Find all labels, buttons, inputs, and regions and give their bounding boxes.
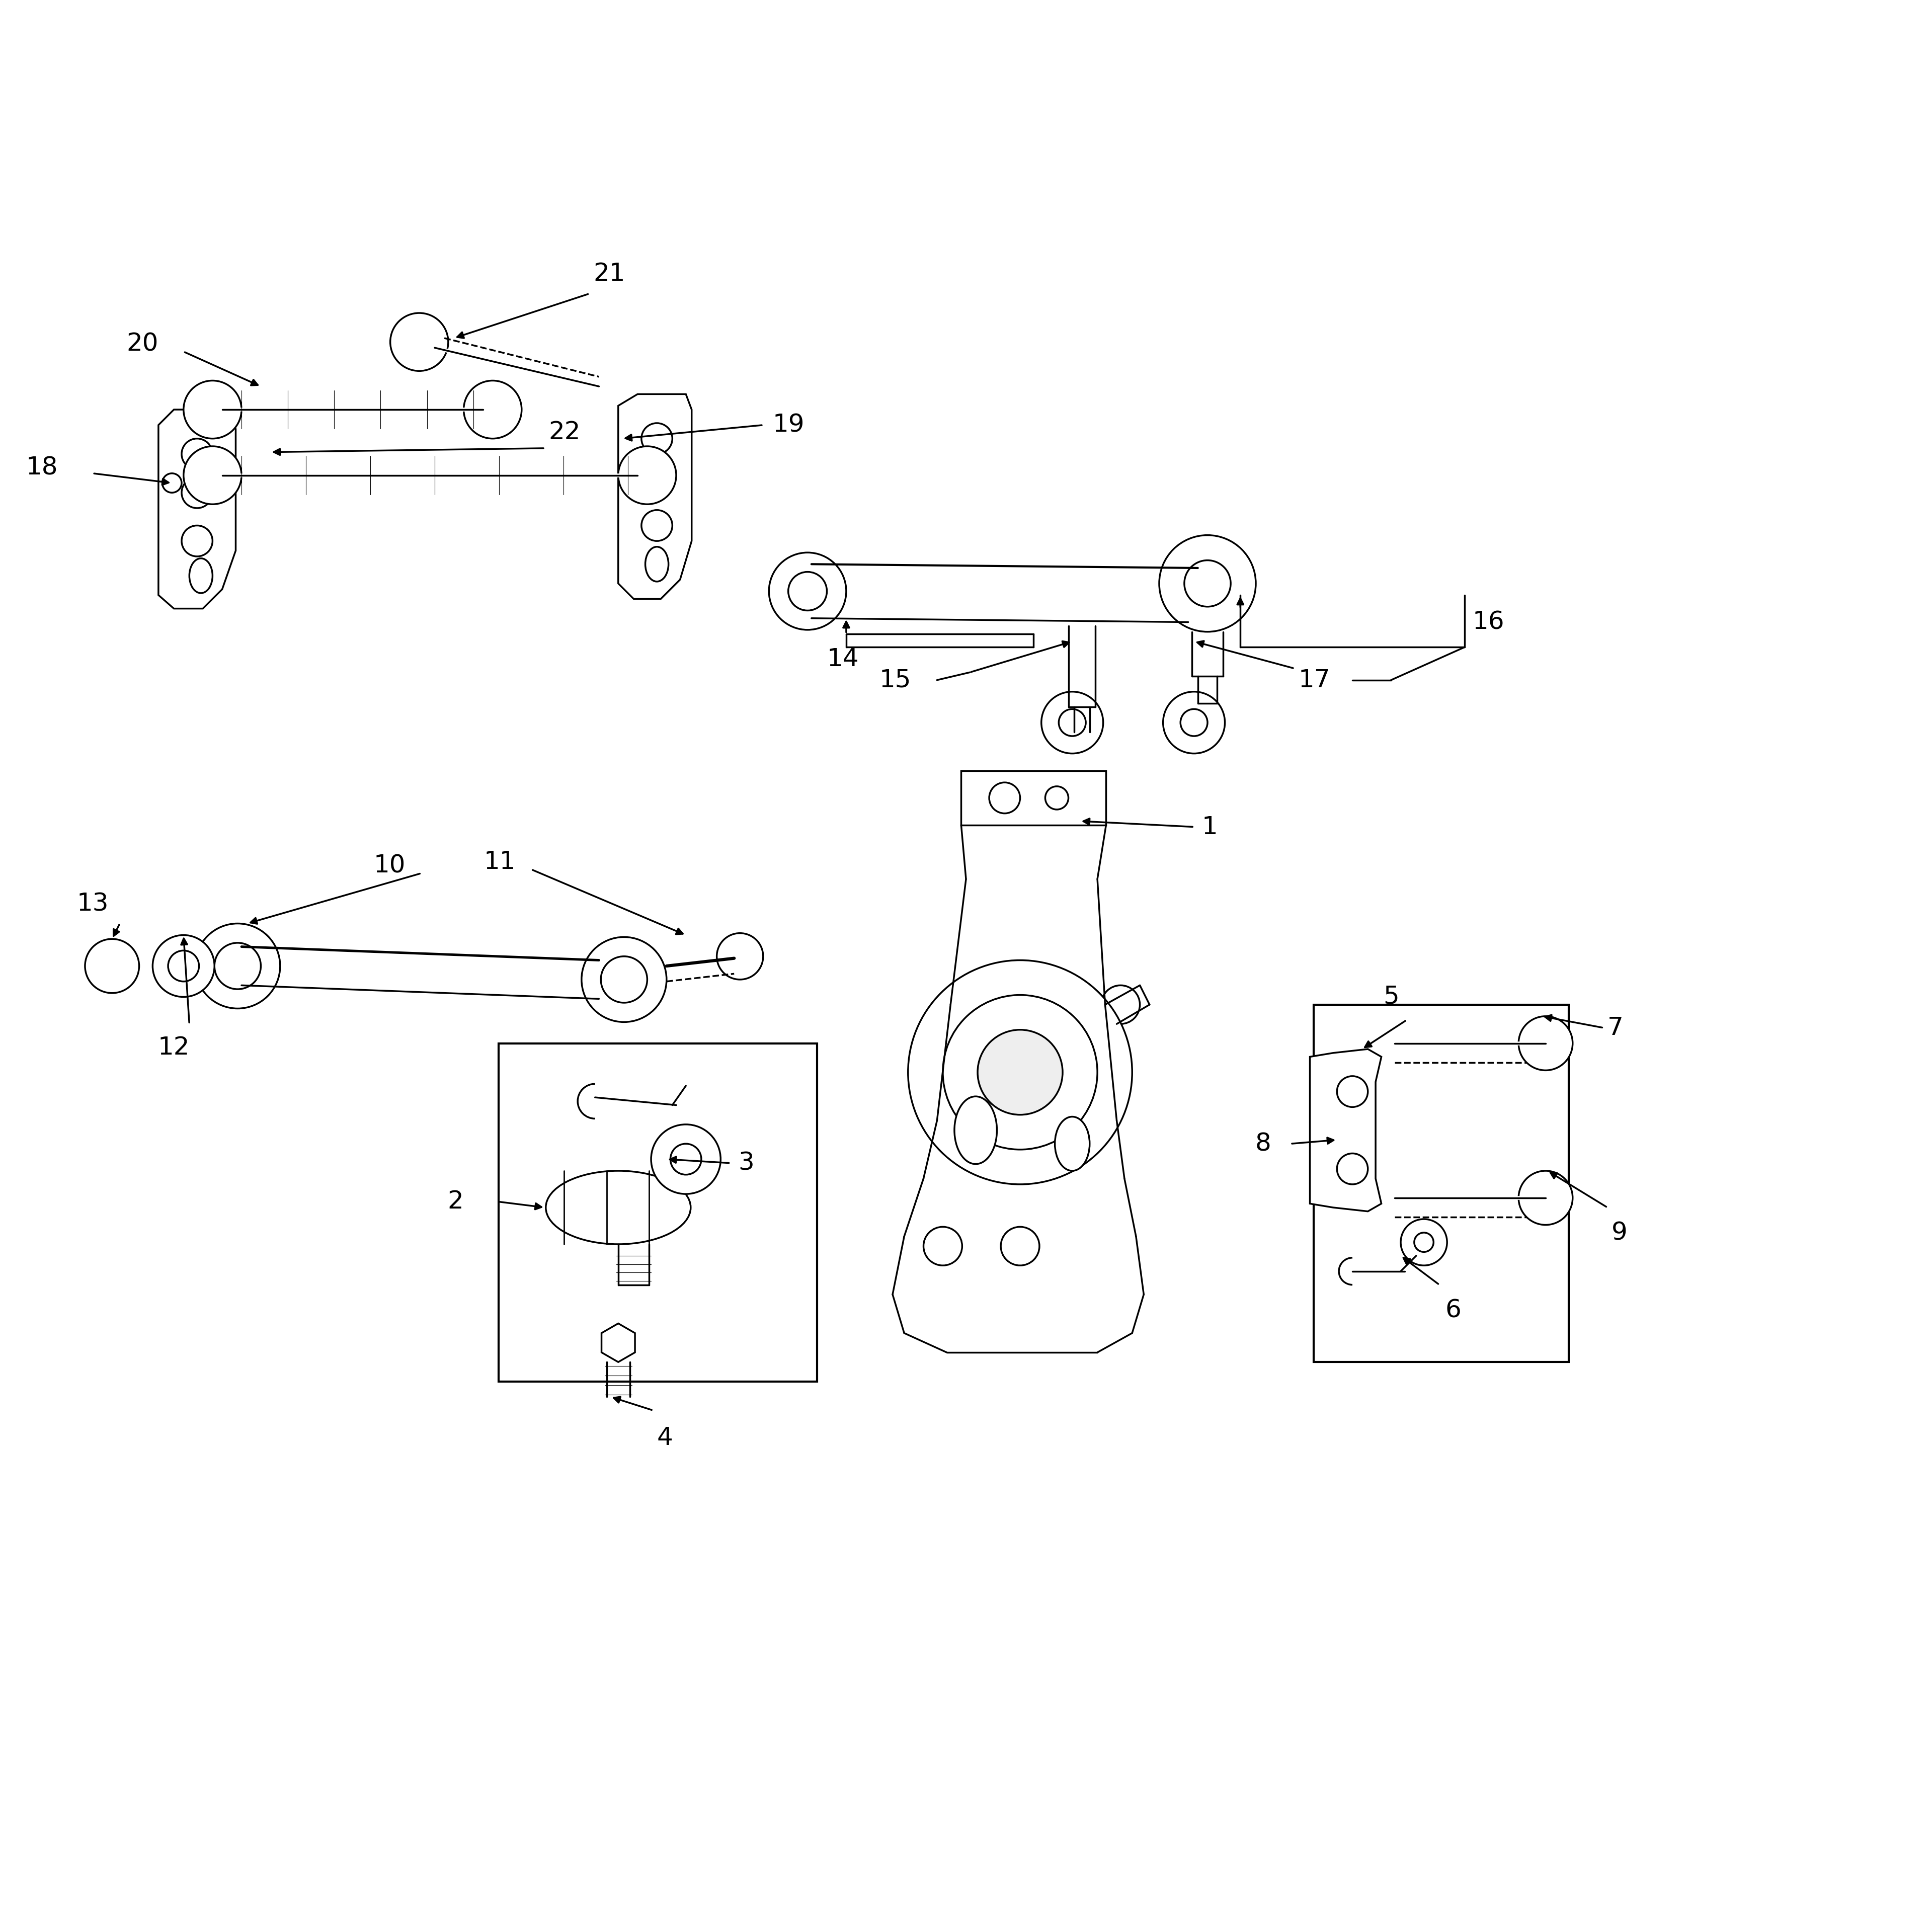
Circle shape	[1184, 560, 1231, 607]
Circle shape	[582, 937, 667, 1022]
Text: 20: 20	[126, 332, 158, 355]
Polygon shape	[962, 771, 1105, 825]
Circle shape	[464, 381, 522, 439]
Circle shape	[989, 782, 1020, 813]
Ellipse shape	[189, 558, 213, 593]
Circle shape	[182, 439, 213, 469]
Text: 18: 18	[25, 456, 58, 479]
Ellipse shape	[545, 1171, 692, 1244]
Bar	[1314, 1005, 1569, 1362]
Text: 3: 3	[738, 1151, 753, 1175]
Circle shape	[1045, 786, 1068, 810]
Circle shape	[195, 923, 280, 1009]
Text: 7: 7	[1607, 1016, 1623, 1039]
Text: 1: 1	[1202, 815, 1217, 838]
Circle shape	[1519, 1016, 1573, 1070]
Circle shape	[162, 473, 182, 493]
Circle shape	[85, 939, 139, 993]
Polygon shape	[618, 394, 692, 599]
Circle shape	[1159, 535, 1256, 632]
Circle shape	[651, 1124, 721, 1194]
Circle shape	[1163, 692, 1225, 753]
Text: 12: 12	[158, 1036, 189, 1059]
Text: 4: 4	[657, 1426, 672, 1449]
Circle shape	[923, 1227, 962, 1265]
Text: 10: 10	[373, 854, 406, 877]
Ellipse shape	[1055, 1117, 1090, 1171]
Circle shape	[943, 995, 1097, 1150]
Text: 15: 15	[879, 668, 912, 692]
Text: 14: 14	[827, 647, 860, 670]
Text: 8: 8	[1256, 1132, 1271, 1155]
Circle shape	[618, 446, 676, 504]
Circle shape	[1101, 985, 1140, 1024]
Circle shape	[182, 477, 213, 508]
Text: 21: 21	[593, 263, 626, 286]
Text: 17: 17	[1298, 668, 1331, 692]
Text: 19: 19	[773, 413, 806, 437]
Circle shape	[1059, 709, 1086, 736]
Circle shape	[641, 510, 672, 541]
Circle shape	[769, 553, 846, 630]
Circle shape	[1401, 1219, 1447, 1265]
Bar	[498, 1043, 817, 1381]
Circle shape	[168, 951, 199, 981]
Circle shape	[908, 960, 1132, 1184]
Circle shape	[641, 462, 672, 493]
Circle shape	[390, 313, 448, 371]
Text: 22: 22	[549, 419, 582, 444]
Circle shape	[153, 935, 214, 997]
Polygon shape	[158, 410, 236, 609]
Ellipse shape	[645, 547, 668, 582]
Circle shape	[978, 1030, 1063, 1115]
Circle shape	[717, 933, 763, 980]
Text: 13: 13	[77, 893, 108, 916]
Circle shape	[788, 572, 827, 611]
Circle shape	[1180, 709, 1208, 736]
Text: 2: 2	[448, 1190, 464, 1213]
Circle shape	[601, 956, 647, 1003]
Circle shape	[182, 526, 213, 556]
Circle shape	[670, 1144, 701, 1175]
Text: 5: 5	[1383, 985, 1399, 1009]
Text: 16: 16	[1472, 611, 1505, 634]
Circle shape	[1337, 1076, 1368, 1107]
Circle shape	[214, 943, 261, 989]
Circle shape	[184, 446, 242, 504]
Circle shape	[1414, 1233, 1434, 1252]
Circle shape	[1041, 692, 1103, 753]
Circle shape	[1519, 1171, 1573, 1225]
Polygon shape	[601, 1323, 636, 1362]
Text: 11: 11	[483, 850, 516, 873]
Circle shape	[641, 423, 672, 454]
Circle shape	[1001, 1227, 1039, 1265]
Circle shape	[184, 381, 242, 439]
Text: 9: 9	[1611, 1221, 1627, 1246]
Ellipse shape	[954, 1097, 997, 1163]
Polygon shape	[1310, 1049, 1381, 1211]
Text: 6: 6	[1445, 1298, 1461, 1321]
Circle shape	[1337, 1153, 1368, 1184]
